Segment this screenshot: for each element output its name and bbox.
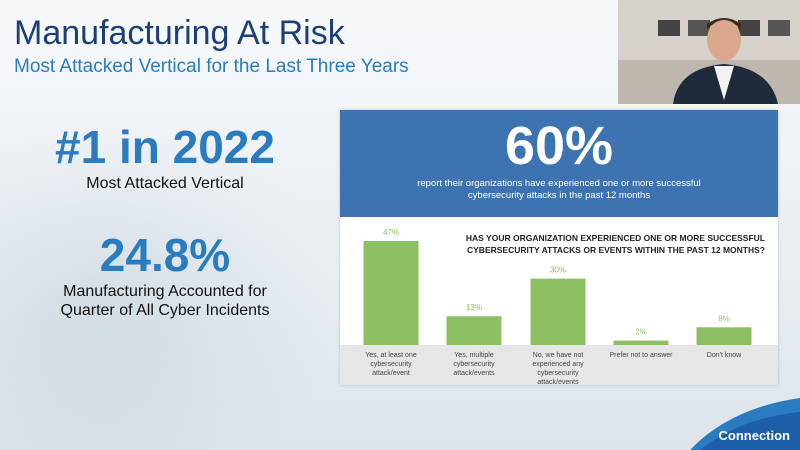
slide-subtitle: Most Attacked Vertical for the Last Thre… (14, 56, 409, 77)
presenter-webcam (618, 0, 800, 104)
stat-rank-value: #1 in 2022 (55, 121, 275, 173)
headline-desc-2: cybersecurity attacks in the past 12 mon… (467, 190, 651, 201)
category-label: Prefer not to answer (609, 352, 673, 359)
stat-share-caption-2: Quarter of All Cyber Incidents (60, 302, 270, 319)
connection-logo: Connection (690, 398, 800, 450)
category-label: attack/events (537, 379, 579, 385)
bar-chart: 47% Yes, at least one cybersecurity attack/… (363, 228, 752, 385)
bar-data-label: 2% (635, 328, 647, 337)
bar-data-label: 30% (550, 266, 566, 275)
category-label: Don't know (707, 352, 742, 359)
slide-title: Manufacturing At Risk (14, 14, 345, 52)
bar-data-label: 13% (466, 303, 482, 312)
bar-data-label: 8% (718, 314, 730, 323)
bar (363, 241, 419, 345)
stat-share-caption-1: Manufacturing Accounted for (63, 283, 267, 300)
bar (613, 340, 669, 345)
chart-title-2: CYBERSECURITY ATTACKS OR EVENTS WITHIN T… (467, 245, 765, 255)
stat-rank: #1 in 2022 Most Attacked Vertical (0, 120, 330, 193)
category-label: attack/event (372, 370, 410, 377)
stat-share-value: 24.8% (99, 229, 231, 281)
bar (530, 278, 586, 345)
headline-percent: 60% (504, 116, 614, 176)
category-label: attack/events (453, 370, 495, 377)
headline-banner: 60% report their organizations have expe… (340, 110, 778, 217)
category-label: cybersecurity (453, 361, 495, 368)
office-photo-overlay (0, 110, 340, 450)
logo-text: Connection (719, 428, 791, 443)
category-band (340, 345, 778, 385)
headline-desc-1: report their organizations have experien… (417, 178, 701, 189)
stat-share: 24.8% Manufacturing Accounted for Quarte… (0, 228, 330, 320)
category-label: experienced any (532, 361, 584, 368)
bar (446, 316, 502, 345)
survey-infographic: 60% report their organizations have expe… (340, 110, 778, 385)
category-label: Yes, multiple (454, 352, 494, 359)
category-label: cybersecurity (370, 361, 412, 368)
chart-title: HAS YOUR ORGANIZATION EXPERIENCED ONE OR… (445, 232, 765, 256)
bar (696, 327, 752, 345)
presenter-video (618, 0, 800, 104)
bar-data-label: 47% (383, 228, 399, 237)
category-label: cybersecurity (537, 370, 579, 377)
chart-title-1: HAS YOUR ORGANIZATION EXPERIENCED ONE OR… (465, 233, 765, 243)
category-label: Yes, at least one (365, 352, 417, 359)
stat-rank-caption: Most Attacked Vertical (86, 175, 244, 192)
category-label: No, we have not (533, 352, 584, 359)
